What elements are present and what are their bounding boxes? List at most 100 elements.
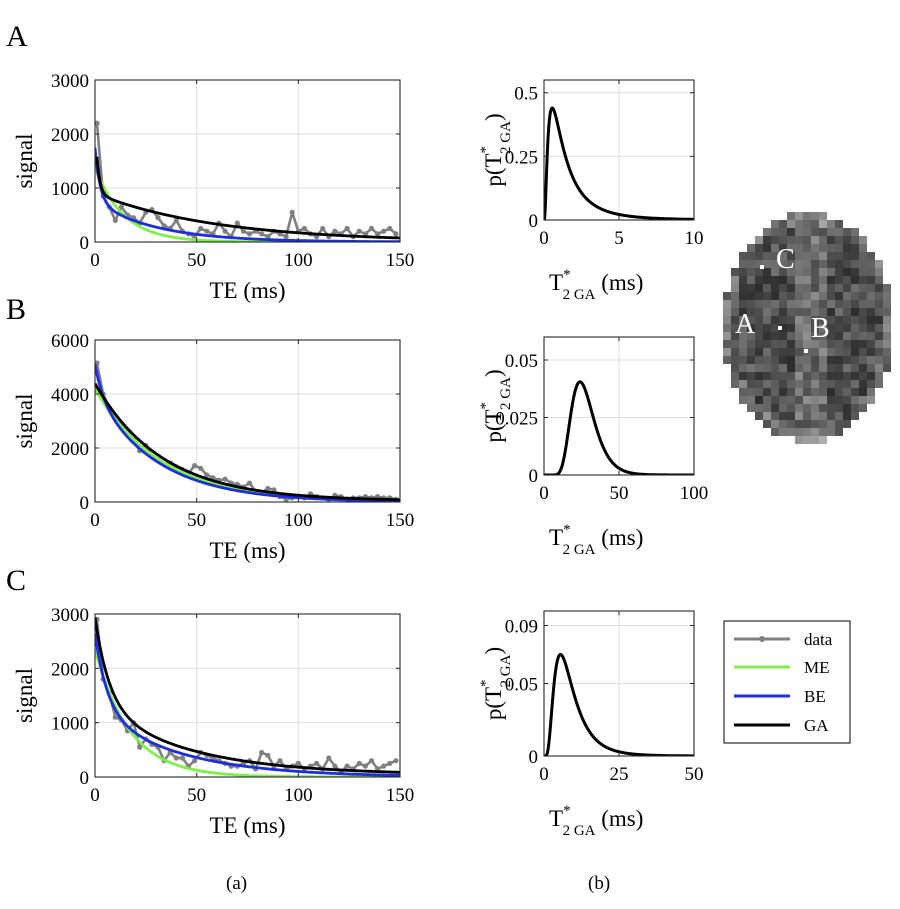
data-point [179, 755, 185, 761]
brain-pixel [811, 388, 819, 396]
brain-map-image: C A B [723, 212, 891, 444]
data-point [192, 463, 198, 469]
y-tick-label: 0 [80, 493, 90, 514]
brain-pixel [755, 332, 763, 340]
brain-pixel [803, 284, 811, 292]
brain-pixel [835, 268, 843, 276]
brain-pixel [803, 412, 811, 420]
brain-pixel [819, 404, 827, 412]
x-axis-label-sub: 2 GA [563, 823, 596, 839]
brain-pixel [811, 396, 819, 404]
brain-pixel [811, 316, 819, 324]
brain-pixel [771, 364, 779, 372]
brain-pixel [779, 356, 787, 364]
brain-pixel [795, 276, 803, 284]
brain-pixel [779, 404, 787, 412]
brain-pixel [859, 236, 867, 244]
brain-pixel [763, 356, 771, 364]
brain-pixel [835, 300, 843, 308]
brain-pixel [763, 244, 771, 252]
brain-pixel [763, 284, 771, 292]
brain-pixel [779, 340, 787, 348]
brain-pixel [875, 284, 883, 292]
brain-pixel [819, 228, 827, 236]
brain-pixel [787, 212, 795, 220]
brain-pixel [779, 332, 787, 340]
brain-pixel [867, 268, 875, 276]
x-axis-label-t: T [549, 525, 563, 550]
brain-pixel [771, 276, 779, 284]
brain-pixel [803, 332, 811, 340]
brain-pixel [763, 260, 771, 268]
x-axis-label: TE (ms) [209, 278, 285, 303]
x-tick-label: 0 [90, 250, 100, 271]
brain-pixel [803, 308, 811, 316]
brain-pixel [763, 388, 771, 396]
brain-pixel [867, 324, 875, 332]
brain-pixel [787, 380, 795, 388]
panel-letter-a: A [6, 20, 28, 53]
brain-pixel [787, 276, 795, 284]
data-point [198, 225, 204, 232]
data-point [222, 228, 228, 234]
brain-pixel [803, 220, 811, 228]
brain-pixel [771, 428, 779, 436]
brain-pixel [787, 340, 795, 348]
brain-pixel [755, 388, 763, 396]
brain-pixel [787, 252, 795, 260]
brain-pixel [795, 356, 803, 364]
brain-pixel [755, 412, 763, 420]
brain-pixel [779, 388, 787, 396]
brain-pixel [763, 316, 771, 324]
brain-pixel [739, 300, 747, 308]
data-point [112, 714, 118, 720]
data-point [161, 223, 167, 229]
brain-pixel [739, 292, 747, 300]
brain-pixel [819, 252, 827, 260]
data-point [259, 749, 265, 756]
brain-pixel [739, 308, 747, 316]
brain-pixel [747, 244, 755, 252]
brain-pixel [811, 348, 819, 356]
brain-pixel [739, 252, 747, 260]
y-axis-label-p: p(T [481, 409, 506, 442]
brain-pixel [803, 436, 811, 444]
brain-pixel [803, 268, 811, 276]
y-tick-label: 0.025 [495, 409, 538, 430]
brain-pixel [835, 308, 843, 316]
brain-pixel [747, 404, 755, 412]
brain-pixel [739, 284, 747, 292]
brain-pixel [739, 324, 747, 332]
brain-pixel [755, 252, 763, 260]
brain-pixel [851, 276, 859, 284]
brain-pixel [779, 276, 787, 284]
brain-pixel [843, 276, 851, 284]
brain-pixel [779, 412, 787, 420]
legend-label-be: BE [804, 687, 826, 706]
brain-pixel [843, 292, 851, 300]
brain-pixel [843, 364, 851, 372]
data-point [387, 760, 393, 767]
y-tick-label: 1000 [51, 179, 89, 200]
data-point [344, 225, 350, 232]
brain-pixel [843, 316, 851, 324]
axes-frame [94, 339, 401, 503]
brain-pixel [779, 308, 787, 316]
brain-pixel [795, 404, 803, 412]
brain-pixel [867, 284, 875, 292]
brain-pixel [795, 340, 803, 348]
brain-pixel [827, 372, 835, 380]
brain-pixel [795, 324, 803, 332]
brain-pixel [851, 260, 859, 268]
brain-pixel [755, 404, 763, 412]
brain-pixel [771, 268, 779, 276]
brain-pixel [771, 292, 779, 300]
brain-pixel [867, 356, 875, 364]
brain-pixel [779, 300, 787, 308]
brain-pixel [763, 380, 771, 388]
panel-letter-b: B [6, 293, 26, 326]
brain-pixel [747, 372, 755, 380]
brain-pixel [875, 276, 883, 284]
x-tick-label: 25 [610, 764, 629, 785]
